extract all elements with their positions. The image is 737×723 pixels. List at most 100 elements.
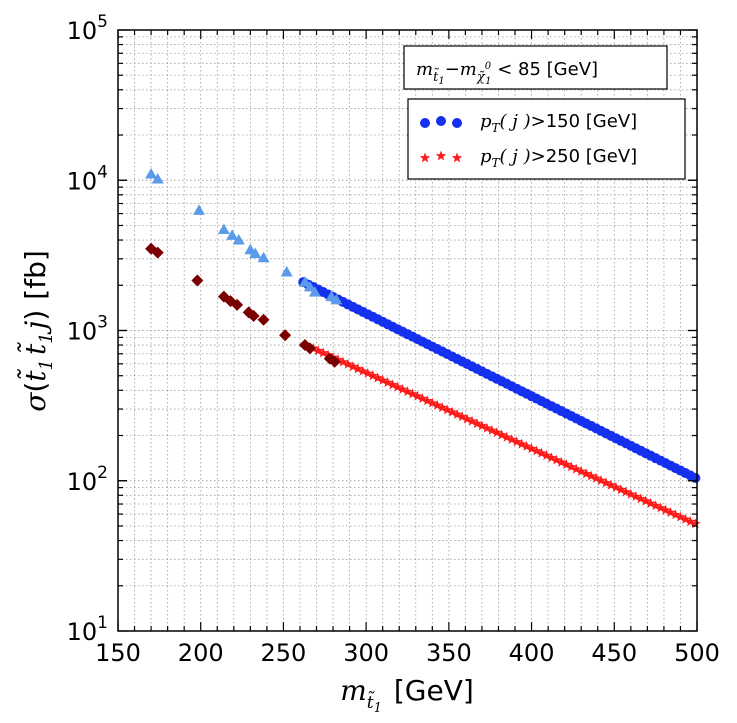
- data-point-star: [536, 447, 547, 458]
- legend-star: [451, 152, 463, 163]
- data-point-star: [397, 383, 408, 394]
- legend-marker-pt150: [420, 116, 462, 128]
- data-point-star: [690, 518, 701, 529]
- data-point-star: [516, 438, 527, 449]
- data-point-star: [362, 367, 374, 378]
- data-point-star: [387, 379, 398, 390]
- y-tick-label: 102: [67, 463, 108, 496]
- data-point-star: [466, 415, 478, 426]
- data-point-star: [551, 454, 562, 465]
- legend-marker-pt250: [419, 150, 463, 163]
- data-point-star: [347, 361, 359, 372]
- data-point-star: [422, 395, 433, 406]
- data-point-star: [496, 429, 508, 440]
- data-point-star: [655, 502, 666, 513]
- x-tick-label: 300: [343, 639, 389, 667]
- data-point-star: [630, 491, 642, 502]
- x-tick-label: 250: [261, 639, 307, 667]
- data-point-star: [665, 507, 676, 517]
- data-point-star: [481, 422, 493, 433]
- data-point-star: [556, 456, 567, 467]
- data-point-diamond: [279, 329, 292, 342]
- data-point-star: [580, 468, 592, 479]
- data-point-star: [357, 365, 369, 376]
- data-point-triangle: [280, 266, 293, 277]
- y-tick-labels: 101 102 103 104 105: [67, 12, 108, 646]
- data-point-star: [506, 434, 517, 445]
- data-point-star: [432, 399, 443, 410]
- x-tick-label: 500: [674, 639, 720, 667]
- legend-label-pt250: pT( j )>250 [GeV]: [480, 146, 637, 170]
- data-point-star: [590, 472, 602, 483]
- data-point-star: [685, 516, 696, 527]
- data-point-triangle: [303, 280, 316, 292]
- data-point-diamond: [247, 309, 260, 322]
- data-point-star: [437, 402, 448, 413]
- data-point-star: [610, 481, 622, 492]
- data-point-star: [575, 466, 587, 476]
- data-point-triangle: [308, 286, 321, 297]
- data-point-star: [511, 436, 522, 447]
- data-point-star: [546, 452, 557, 463]
- axis-ticks: [117, 29, 698, 632]
- legend-label-pt150: pT( j )>150 [GeV]: [480, 111, 637, 135]
- data-point-star: [441, 404, 453, 415]
- data-points: [145, 168, 701, 529]
- data-point-triangle: [232, 234, 245, 245]
- data-point-star: [317, 347, 329, 358]
- data-point-triangle: [249, 247, 262, 259]
- data-point-triangle: [298, 276, 311, 287]
- x-tick-label: 450: [591, 639, 637, 667]
- y-tick-label: 101: [67, 613, 108, 646]
- data-point-diamond: [231, 298, 244, 311]
- legend-star: [435, 150, 447, 161]
- data-point-diamond: [151, 246, 164, 259]
- data-point-star: [342, 358, 354, 369]
- data-point-star: [585, 470, 597, 481]
- data-point-star: [521, 440, 532, 451]
- data-point-star: [635, 493, 646, 504]
- data-point-star: [491, 427, 503, 438]
- data-point-triangle: [217, 223, 230, 235]
- x-tick-label: 400: [509, 639, 555, 667]
- data-point-star: [312, 345, 324, 356]
- data-point-star: [392, 381, 403, 392]
- data-point-star: [650, 500, 661, 511]
- legend: pT( j )>150 [GeV] pT( j )>250 [GeV]: [407, 98, 686, 180]
- data-point-circle: [690, 472, 701, 483]
- x-tick-label: 350: [426, 639, 472, 667]
- data-point-star: [615, 484, 627, 495]
- data-point-star: [675, 511, 686, 522]
- legend-star: [419, 152, 431, 163]
- data-point-star: [620, 486, 632, 497]
- data-point-star: [501, 431, 512, 442]
- data-point-diamond: [328, 355, 341, 368]
- y-tick-label: 104: [67, 162, 108, 195]
- svg-text:mt̃1−mχ̃01 < 85 [GeV]: mt̃1−mχ̃0 1 < 85 [GeV]: [416, 59, 598, 87]
- data-point-star: [461, 413, 473, 424]
- data-point-star: [561, 459, 572, 470]
- cut-annotation: mt̃1−mχ̃0 1 < 85 [GeV]: [403, 45, 668, 90]
- data-point-star: [660, 504, 671, 515]
- data-point-star: [486, 424, 498, 435]
- data-point-star: [566, 461, 577, 472]
- data-point-triangle: [151, 172, 164, 184]
- data-point-star: [476, 420, 488, 431]
- data-point-star: [680, 513, 691, 524]
- data-point-star: [451, 409, 463, 419]
- data-point-triangle: [145, 168, 158, 179]
- data-point-star: [640, 495, 651, 506]
- data-point-diamond: [191, 274, 204, 287]
- data-point-star: [367, 370, 378, 381]
- data-point-star: [526, 443, 537, 454]
- data-point-star: [352, 363, 364, 374]
- y-tick-label: 105: [67, 12, 108, 45]
- x-tick-labels: 150 200 250 300 350 400 450 500: [95, 639, 720, 667]
- data-point-star: [337, 356, 349, 367]
- data-point-triangle: [257, 251, 270, 263]
- x-tick-label: 150: [95, 639, 141, 667]
- data-point-star: [456, 411, 468, 422]
- data-point-star: [382, 377, 393, 388]
- data-point-star: [417, 393, 428, 404]
